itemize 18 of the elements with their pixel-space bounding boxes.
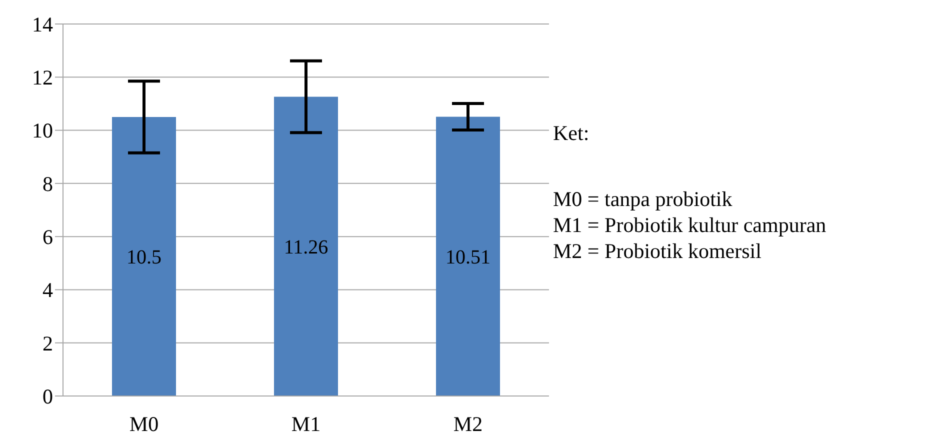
data-label: 11.26 xyxy=(284,236,328,259)
y-tick-label: 14 xyxy=(32,12,54,36)
x-tick-label: M1 xyxy=(291,412,321,436)
text: M0 = tanpa probiotik xyxy=(553,186,734,212)
y-tick-label: 2 xyxy=(42,331,53,356)
x-tick-label: M0 xyxy=(129,412,159,436)
x-tick-label: M2 xyxy=(453,412,483,436)
y-tick-label: 12 xyxy=(32,66,53,90)
y-tick-label: 8 xyxy=(42,172,53,196)
data-label: 10.51 xyxy=(446,246,490,268)
text: M2 = Probiotik komersil xyxy=(553,238,762,264)
y-tick-label: 4 xyxy=(42,278,54,302)
y-tick-label: 6 xyxy=(42,225,53,250)
data-label: 10.5 xyxy=(126,246,162,269)
y-tick-label: 0 xyxy=(42,384,53,408)
text: Ket: xyxy=(553,120,590,146)
y-tick-label: 10 xyxy=(32,118,53,143)
text: M1 = Probiotik kultur campuran xyxy=(553,212,826,238)
